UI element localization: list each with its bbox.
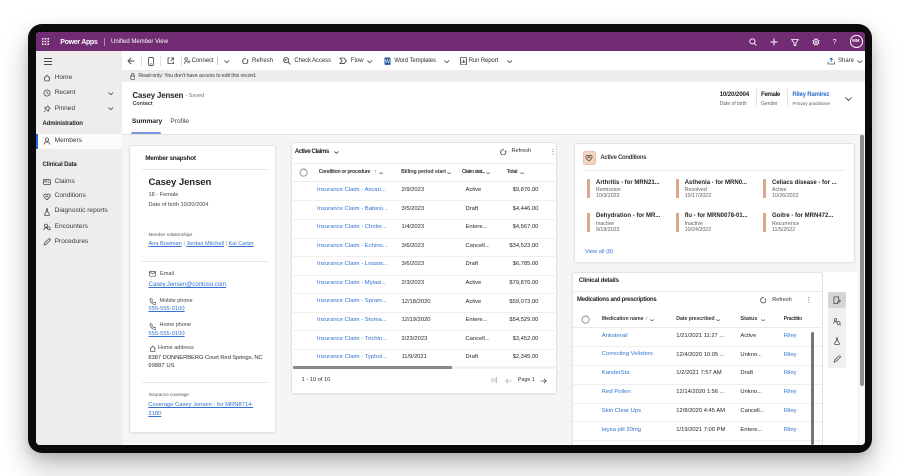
svg-text:W: W [385,59,391,65]
